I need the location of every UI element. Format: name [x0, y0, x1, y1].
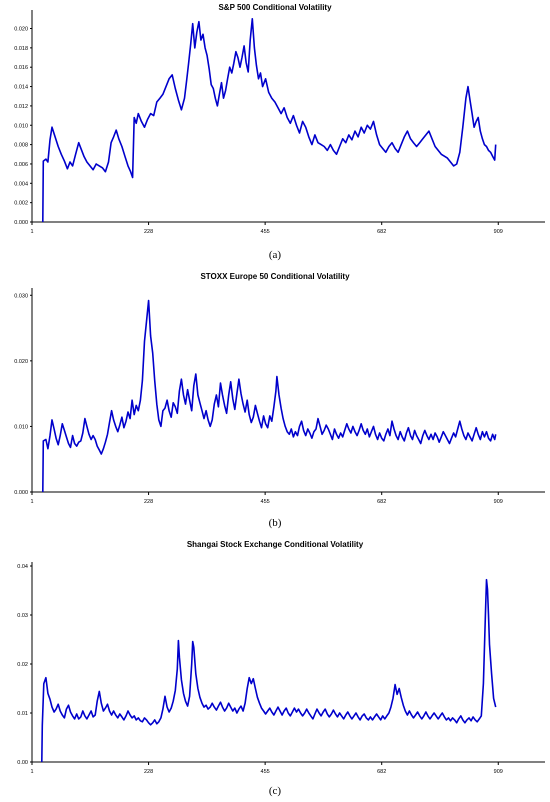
- y-tick-label: 0.006: [14, 162, 28, 168]
- x-tick-label: 682: [377, 229, 386, 235]
- x-tick-label: 682: [377, 499, 386, 505]
- series-line: [42, 18, 497, 223]
- x-tick-label: 1: [30, 769, 33, 775]
- y-tick-label: 0.04: [17, 564, 28, 570]
- x-tick-label: 909: [494, 499, 503, 505]
- x-tick-label: 455: [261, 499, 270, 505]
- chart-title: Shangai Stock Exchange Conditional Volat…: [186, 540, 364, 549]
- panel-label: (b): [268, 517, 282, 529]
- y-tick-label: 0.008: [14, 143, 28, 149]
- chart-title: S&P 500 Conditional Volatility: [218, 3, 332, 12]
- y-tick-label: 0.018: [14, 46, 28, 52]
- x-tick-label: 455: [261, 229, 270, 235]
- x-tick-label: 228: [144, 229, 153, 235]
- series-line: [42, 299, 497, 493]
- x-tick-label: 228: [144, 499, 153, 505]
- x-tick-label: 455: [261, 769, 270, 775]
- chart-panel-b: STOXX Europe 50 Conditional Volatility 0…: [0, 268, 550, 536]
- y-tick-label: 0.000: [14, 220, 28, 226]
- y-tick-label: 0.010: [14, 424, 28, 430]
- y-tick-label: 0.03: [17, 613, 28, 619]
- x-tick-label: 682: [377, 769, 386, 775]
- y-tick-label: 0.012: [14, 104, 28, 110]
- chart-title: STOXX Europe 50 Conditional Volatility: [200, 272, 350, 281]
- y-tick-label: 0.020: [14, 359, 28, 365]
- y-tick-label: 0.002: [14, 201, 28, 207]
- x-tick-label: 909: [494, 229, 503, 235]
- y-tick-label: 0.020: [14, 27, 28, 33]
- y-tick-label: 0.004: [14, 181, 28, 187]
- series-line: [41, 578, 497, 763]
- x-tick-label: 1: [30, 499, 33, 505]
- chart-panel-a: S&P 500 Conditional Volatility 0.000 0.00…: [0, 0, 550, 268]
- chart-plot: 0.000 0.010 0.020 0.030 1 228 455 682 909: [14, 288, 545, 505]
- panel-label: (a): [268, 249, 282, 261]
- chart-panel-c: Shangai Stock Exchange Conditional Volat…: [0, 536, 550, 802]
- y-tick-label: 0.014: [14, 85, 28, 91]
- x-tick-label: 1: [30, 229, 33, 235]
- chart-plot: 0.00 0.01 0.02 0.03 0.04 1 228 455 682 909: [17, 562, 545, 775]
- y-tick-label: 0.000: [14, 490, 28, 496]
- y-tick-label: 0.02: [17, 662, 28, 668]
- panel-label: (c): [268, 785, 282, 797]
- chart-plot: 0.000 0.002 0.004 0.006 0.008 0.010 0.012 0.014…: [14, 10, 545, 235]
- y-tick-label: 0.010: [14, 123, 28, 129]
- y-tick-label: 0.016: [14, 65, 28, 71]
- x-tick-label: 228: [144, 769, 153, 775]
- x-tick-label: 909: [494, 769, 503, 775]
- y-tick-label: 0.030: [14, 293, 28, 299]
- y-tick-label: 0.00: [17, 760, 28, 766]
- y-tick-label: 0.01: [17, 711, 28, 717]
